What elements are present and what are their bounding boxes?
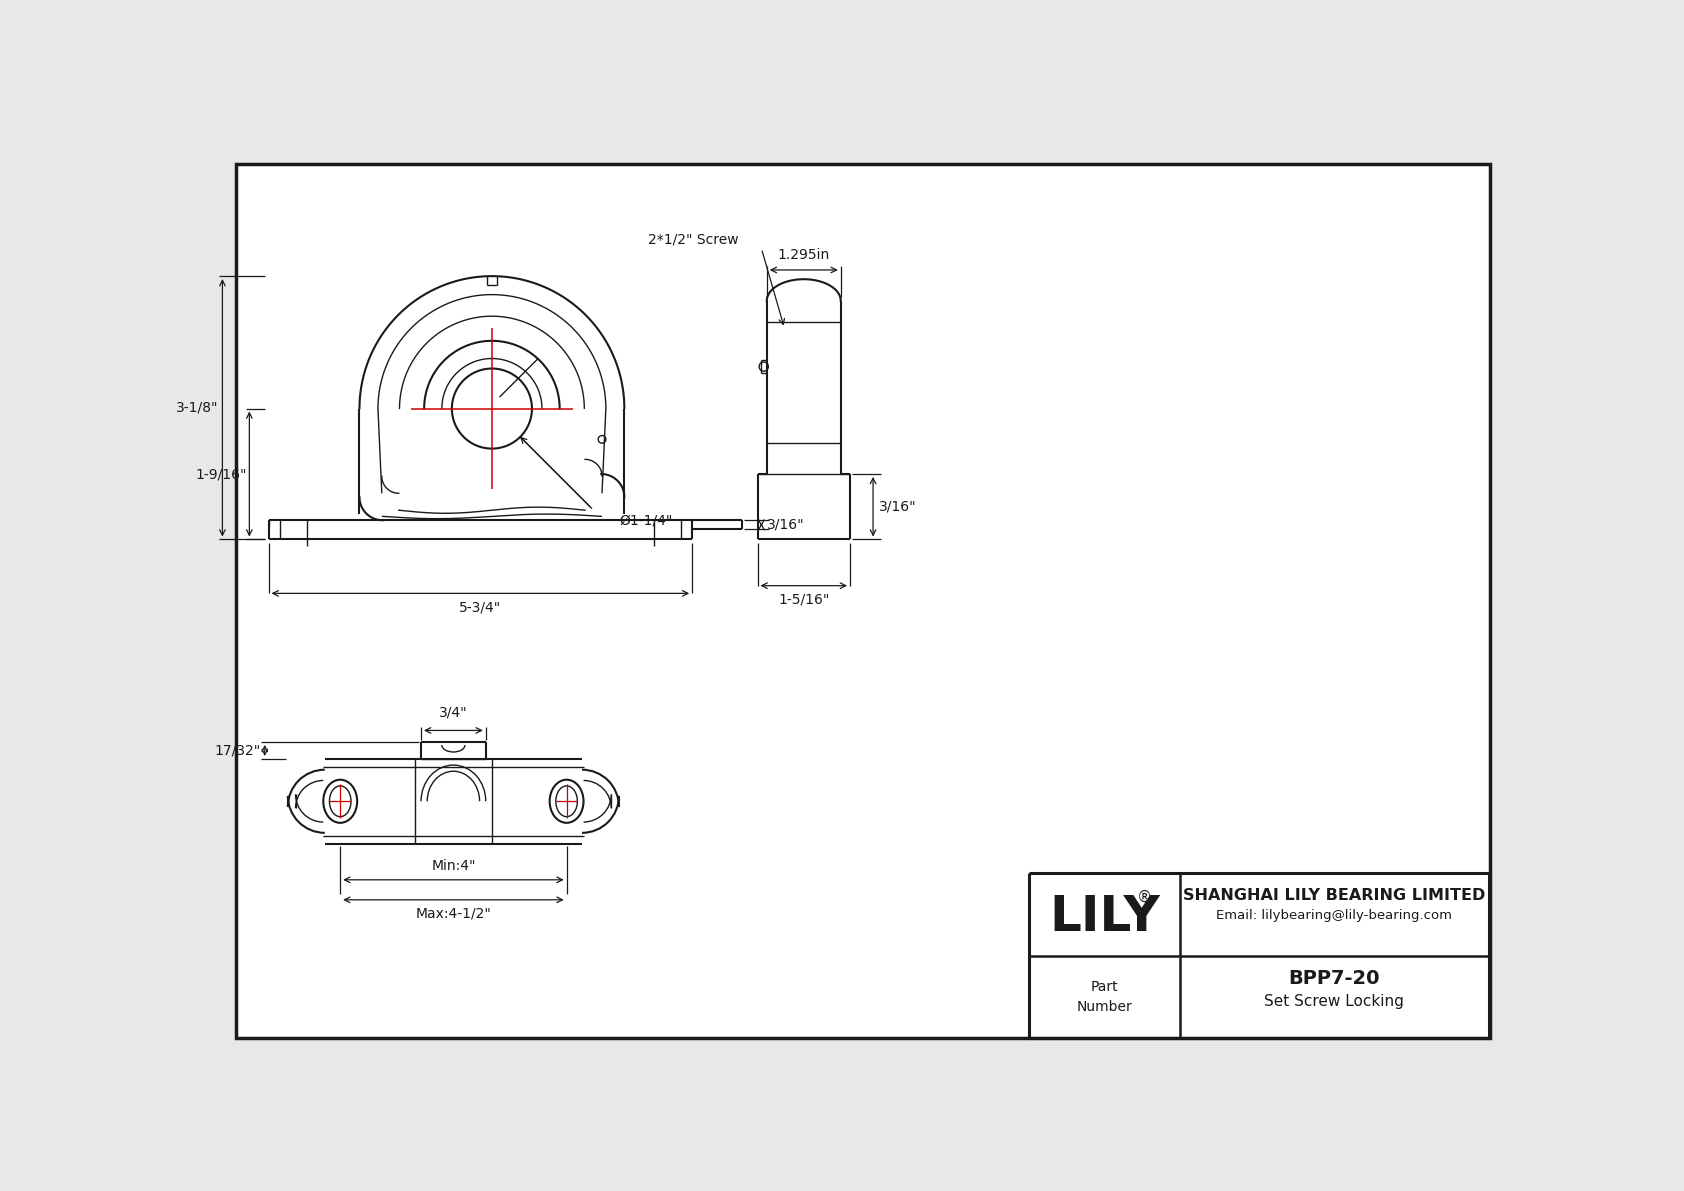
Text: 3/16": 3/16" <box>879 500 916 513</box>
Text: 3-1/8": 3-1/8" <box>175 401 219 414</box>
Text: 2*1/2" Screw: 2*1/2" Screw <box>648 232 738 247</box>
Text: Set Screw Locking: Set Screw Locking <box>1265 994 1404 1009</box>
Text: ®: ® <box>1137 890 1152 905</box>
Text: 5-3/4": 5-3/4" <box>460 600 502 615</box>
Text: BPP7-20: BPP7-20 <box>1288 969 1381 989</box>
Text: Part
Number: Part Number <box>1076 980 1132 1015</box>
Text: SHANGHAI LILY BEARING LIMITED: SHANGHAI LILY BEARING LIMITED <box>1184 888 1485 904</box>
Text: Email: lilybearing@lily-bearing.com: Email: lilybearing@lily-bearing.com <box>1216 909 1452 922</box>
Text: LILY: LILY <box>1049 892 1160 941</box>
Text: 17/32": 17/32" <box>214 743 261 757</box>
Text: 1-5/16": 1-5/16" <box>778 593 830 606</box>
Text: 3/4": 3/4" <box>440 706 468 719</box>
Text: 3/16": 3/16" <box>768 518 805 532</box>
Text: Ø1-1/4": Ø1-1/4" <box>620 513 672 528</box>
Text: 1-9/16": 1-9/16" <box>195 467 246 481</box>
Text: 1.295in: 1.295in <box>778 248 830 262</box>
Text: Max:4-1/2": Max:4-1/2" <box>416 906 492 921</box>
Text: Min:4": Min:4" <box>431 859 475 873</box>
